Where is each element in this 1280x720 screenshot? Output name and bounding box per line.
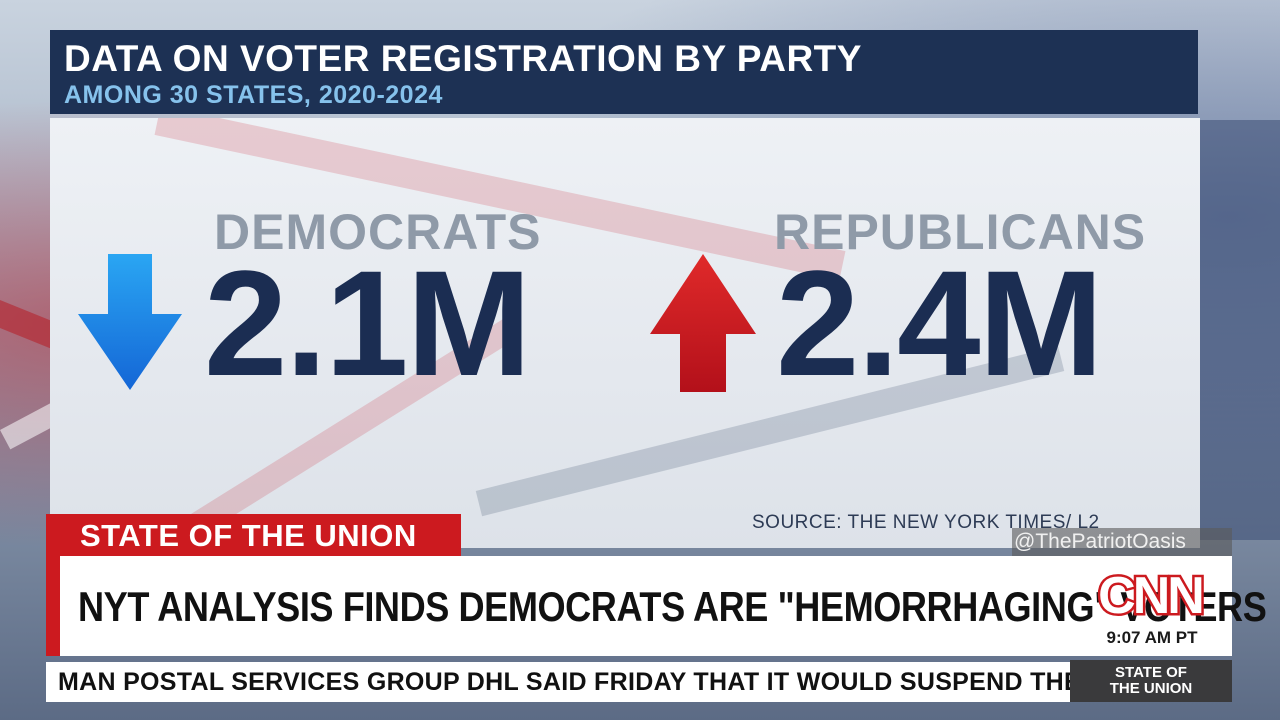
ticker-text: MAN POSTAL SERVICES GROUP DHL SAID FRIDA…: [58, 668, 1070, 696]
ticker-tag-line2: THE UNION: [1109, 680, 1193, 697]
headline-text: NYT ANALYSIS FINDS DEMOCRATS ARE "HEMORR…: [78, 583, 1267, 630]
democrats-label: DEMOCRATS: [214, 204, 542, 260]
ticker-show-tag: STATE OF THE UNION: [1070, 660, 1232, 702]
show-name-tab: STATE OF THE UNION: [46, 514, 461, 558]
up-arrow-icon: [650, 254, 756, 392]
republicans-value: 2.4M: [776, 239, 1103, 407]
democrats-value: 2.1M: [204, 239, 531, 407]
down-arrow-icon: [78, 254, 182, 390]
cnn-logo-text: CNN: [1098, 567, 1202, 624]
headline-banner: NYT ANALYSIS FINDS DEMOCRATS ARE "HEMORR…: [46, 556, 1267, 656]
background-stripe: [1200, 120, 1280, 540]
clock: 9:07 AM PT: [1106, 628, 1198, 647]
news-ticker: MAN POSTAL SERVICES GROUP DHL SAID FRIDA…: [46, 662, 1070, 702]
cnn-logo: CNN: [1096, 566, 1208, 624]
source-credit: SOURCE: THE NEW YORK TIMES/ L2: [752, 512, 1100, 533]
headline-accent: [46, 556, 60, 656]
ticker-tag-line1: STATE OF: [1115, 664, 1187, 681]
graphic-subtitle: AMONG 30 STATES, 2020-2024: [64, 81, 443, 109]
graphic-panel: [50, 118, 1200, 548]
graphic-header: DATA ON VOTER REGISTRATION BY PARTY AMON…: [50, 30, 1198, 114]
republicans-label: REPUBLICANS: [774, 204, 1147, 260]
graphic-title: DATA ON VOTER REGISTRATION BY PARTY: [64, 38, 862, 79]
watermark: @ThePatriotOasis: [1012, 528, 1232, 556]
